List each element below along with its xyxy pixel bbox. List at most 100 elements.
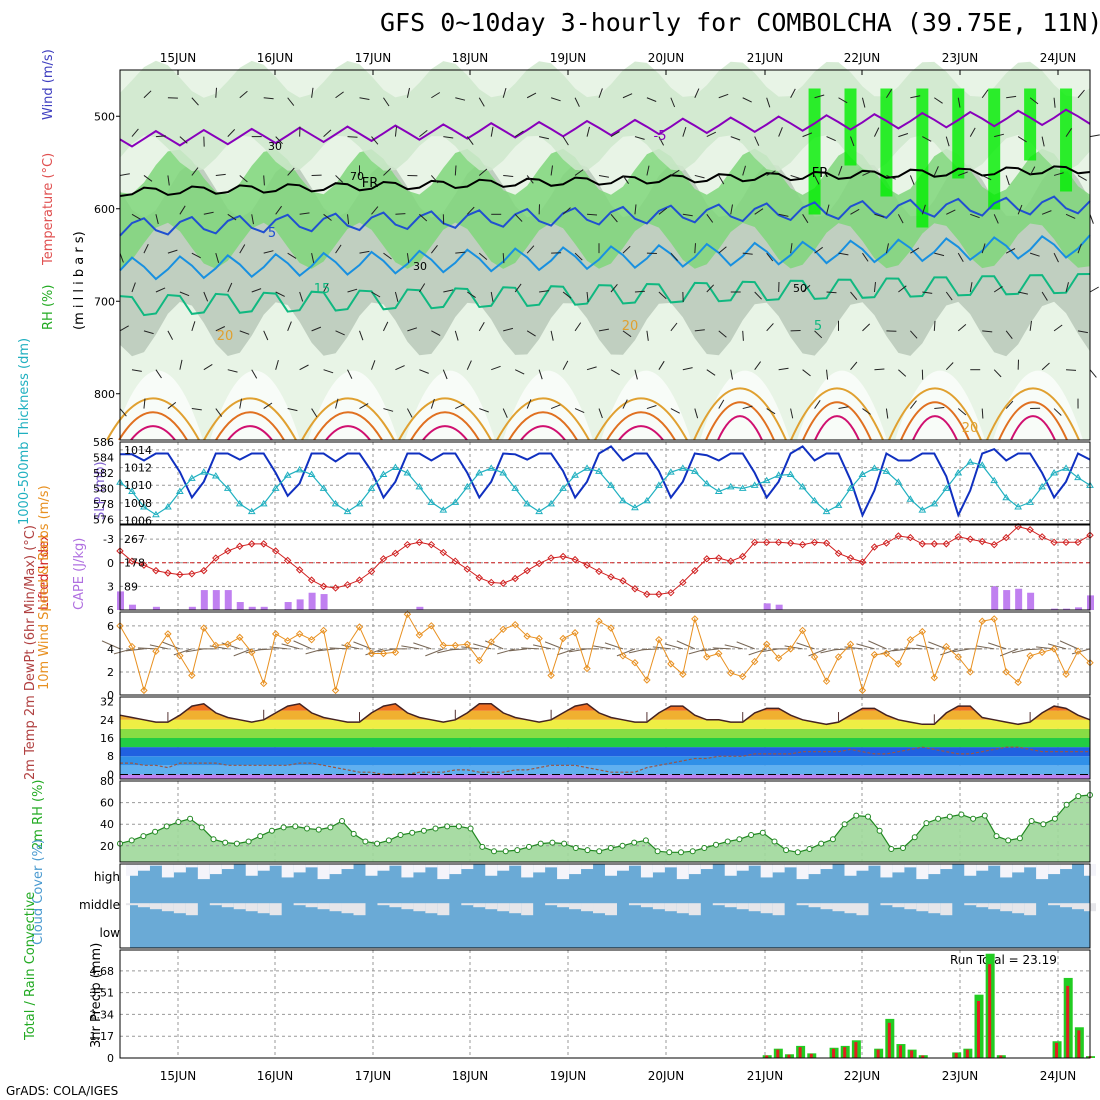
cloud-high-gap (640, 864, 653, 878)
thickness-point (1026, 498, 1035, 505)
contour-label: -5 (654, 129, 667, 144)
cloud-high-gap (628, 864, 641, 866)
wind-barb (443, 289, 454, 293)
rh-point (1075, 793, 1082, 800)
wind-barb (215, 326, 226, 332)
cloud-high-gap (904, 864, 917, 868)
cloud-mid-gap (988, 903, 1001, 910)
precip-tick-label: 2.34 (90, 1008, 115, 1021)
wind-barb (898, 369, 907, 377)
surface-wind-barb (676, 640, 696, 650)
li-line (119, 526, 1091, 595)
wind-speed-point (367, 649, 376, 658)
thickness-point (954, 468, 963, 476)
cape-bar (200, 590, 208, 610)
cloud-mid-gap (413, 903, 426, 912)
surface-wind-barb (808, 648, 827, 657)
wind-barb (455, 97, 466, 101)
wind-barb (945, 362, 954, 371)
wind-barb (778, 127, 783, 137)
wind-barb (311, 253, 315, 264)
cloud-high-gap (820, 864, 833, 870)
cape-tick-label: 89 (124, 580, 138, 593)
wind-speed-point (152, 647, 160, 655)
cloud-mid-gap (305, 903, 318, 908)
cloud-mid-gap (604, 903, 617, 916)
precip-conv-bar (999, 1055, 1003, 1058)
wind-speed-point (918, 627, 927, 636)
thickness-point (140, 503, 148, 510)
cloud-high-gap (760, 864, 773, 878)
wind-frame (119, 611, 1091, 696)
cloud-high-gap (245, 864, 258, 876)
cloud-high-gap (772, 864, 785, 873)
wind-barb (359, 403, 369, 409)
wind-barb (1041, 291, 1048, 301)
cape-bar (1015, 588, 1023, 610)
wind-barb (430, 398, 435, 409)
wind-barb (574, 97, 580, 107)
li-point (715, 554, 723, 562)
cloud-mid-gap (712, 903, 725, 906)
surface-wind-barb (892, 648, 911, 652)
rh-point (502, 848, 509, 855)
wind-speed-point (176, 652, 184, 660)
wind-barb (945, 136, 950, 147)
thickness-point (870, 464, 879, 471)
wind-barb (215, 253, 220, 263)
precip-tick-label: 3.51 (90, 987, 115, 1000)
wind-barb (263, 402, 273, 409)
credit-text: GrADS: COLA/IGES (6, 1084, 119, 1098)
thick-tick-label: 586 (93, 436, 114, 449)
rh-point (257, 833, 264, 840)
cloud-high-gap (748, 864, 761, 866)
wind-barb (335, 91, 344, 99)
cloud-high-gap (281, 864, 294, 878)
surface-wind-barb (988, 642, 1007, 650)
wind-barb (909, 175, 915, 185)
wind-speed-point (248, 648, 256, 657)
li-point (128, 557, 136, 565)
wind-barb (538, 369, 543, 380)
wind-barb (335, 398, 339, 409)
thickness-line (119, 461, 1091, 516)
surface-temp-arch (594, 397, 688, 441)
thickness-point (331, 499, 340, 507)
thickness-point (128, 487, 136, 495)
thickness-point (523, 499, 532, 507)
wind-barb (958, 171, 968, 176)
li-point (954, 533, 962, 541)
thickness-point (655, 481, 663, 488)
li-point (499, 579, 507, 587)
wind-barb (670, 252, 678, 261)
wind-barb (838, 97, 848, 104)
li-point (176, 570, 184, 579)
thickness-point (858, 470, 867, 477)
temp-tick-label: 24 (100, 714, 114, 727)
li-tick-label: -3 (103, 533, 114, 546)
wind-speed-point (224, 640, 232, 648)
wind-barb (323, 129, 332, 137)
wind-barb (598, 88, 603, 98)
surface-wind-barb (664, 643, 683, 650)
wind-barb (718, 330, 727, 338)
rh-point (479, 843, 486, 850)
wind-barb (215, 173, 226, 176)
cloud-high-gap (652, 864, 665, 873)
wind-speed-point (822, 677, 831, 685)
wind-barb (646, 97, 657, 102)
li-point (1050, 538, 1058, 547)
wind-barb (706, 369, 716, 376)
thickness-point (882, 467, 891, 474)
cloud-high-gap (784, 864, 797, 868)
thickness-point (511, 484, 520, 491)
wind-barb (155, 135, 166, 138)
date-label-bottom: 19JUN (550, 1069, 587, 1083)
slp-tick-label: 1014 (124, 444, 152, 457)
thickness-point (978, 461, 987, 468)
wind-barb (814, 330, 823, 339)
rh-point (432, 825, 439, 832)
thickness-point (343, 507, 352, 515)
wind-barb (406, 253, 410, 264)
precip-ylabel-left: Total / Rain Convective (23, 892, 38, 1041)
